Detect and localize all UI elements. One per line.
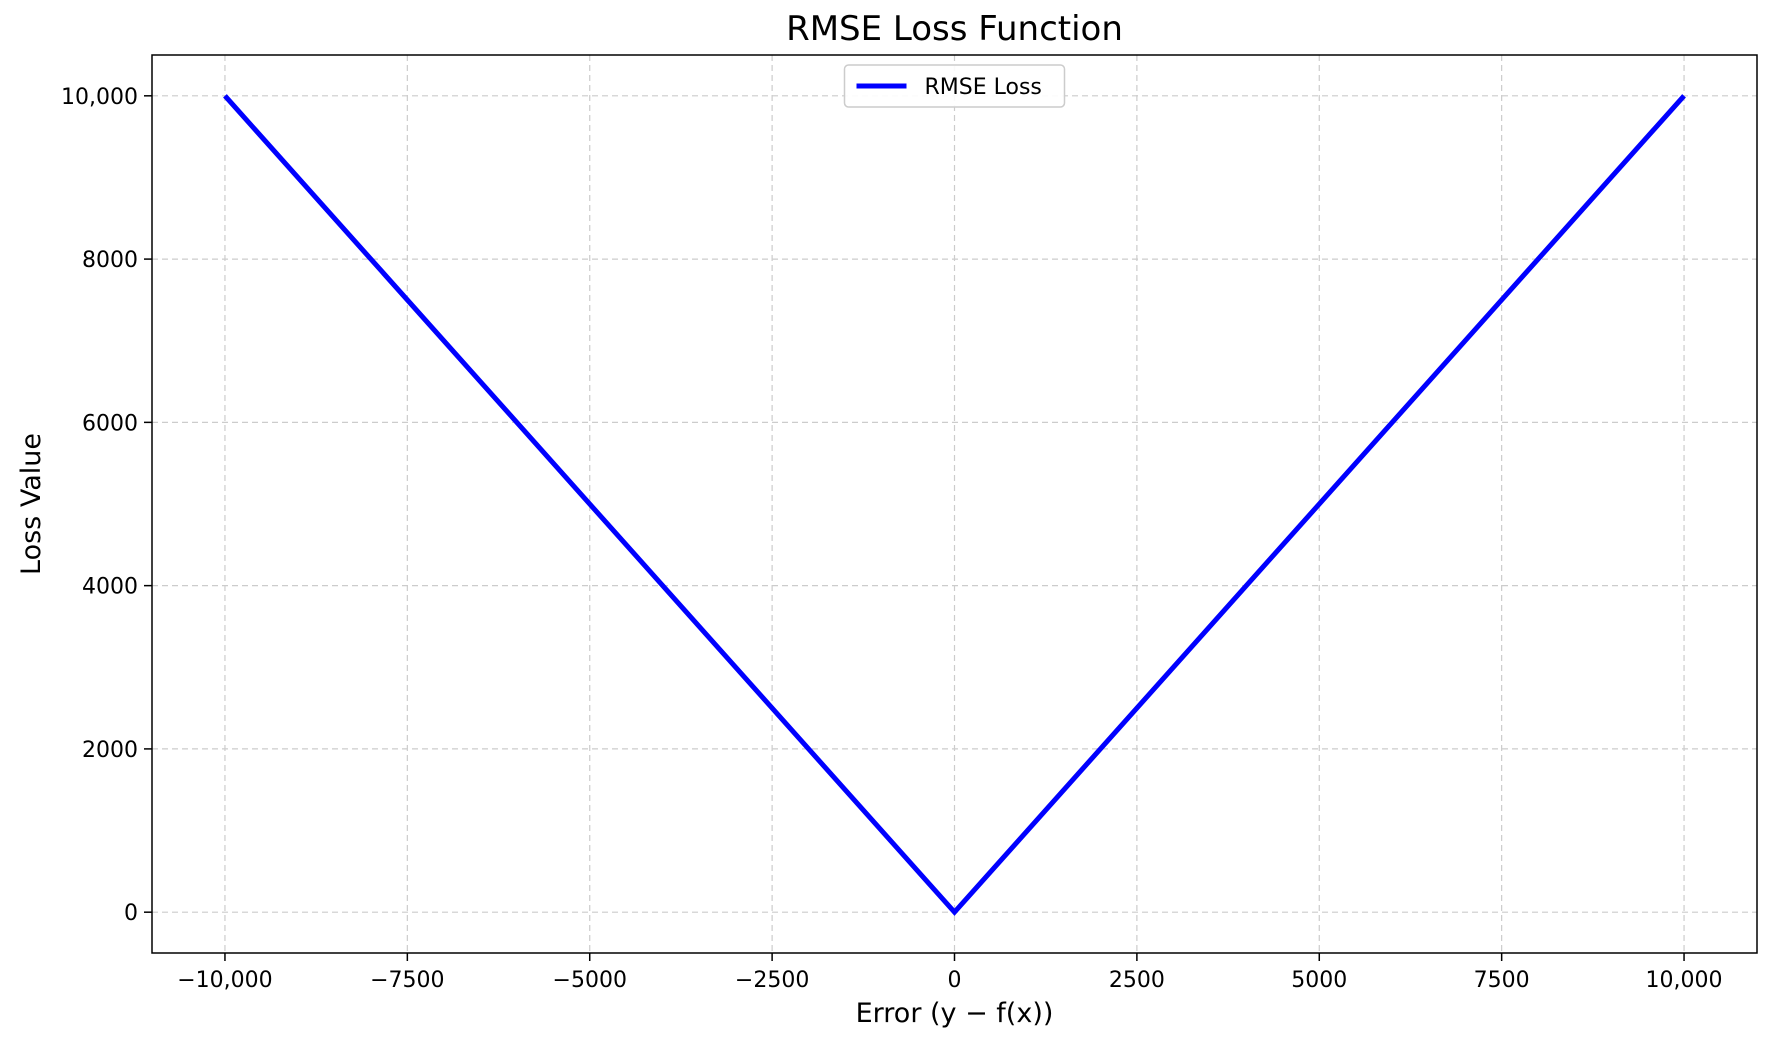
chart-title: RMSE Loss Function: [786, 9, 1123, 49]
plot-series: [223, 94, 1686, 916]
y-tick-label: 6000: [82, 411, 138, 436]
x-tick-label: 7500: [1474, 968, 1530, 993]
series-line: [223, 94, 1686, 916]
x-tick-label: 2500: [1109, 968, 1165, 993]
legend-label: RMSE Loss: [925, 75, 1042, 100]
x-tick-label: 5000: [1291, 968, 1347, 993]
x-tick-label: −10,000: [177, 968, 272, 993]
x-axis-label: Error (y − f(x)): [856, 998, 1054, 1029]
x-tick-label: −5000: [553, 968, 627, 993]
y-tick-label: 4000: [82, 575, 138, 600]
y-axis-label: Loss Value: [16, 433, 47, 575]
x-tick-label: 0: [948, 968, 962, 993]
y-tick-label: 0: [124, 901, 138, 926]
x-tick-label: −2500: [735, 968, 809, 993]
y-tick-label: 2000: [82, 738, 138, 763]
x-tick-label: 10,000: [1646, 968, 1723, 993]
axis-ticks: −10,000 −7500 −5000 −2500 0 2500 5000 7500 10,00…: [61, 85, 1723, 993]
legend: RMSE Loss: [843, 64, 1066, 108]
y-tick-label: 8000: [82, 248, 138, 273]
x-tick-label: −7500: [370, 968, 444, 993]
y-tick-label: 10,000: [61, 85, 138, 110]
legend-box: [843, 64, 1066, 108]
